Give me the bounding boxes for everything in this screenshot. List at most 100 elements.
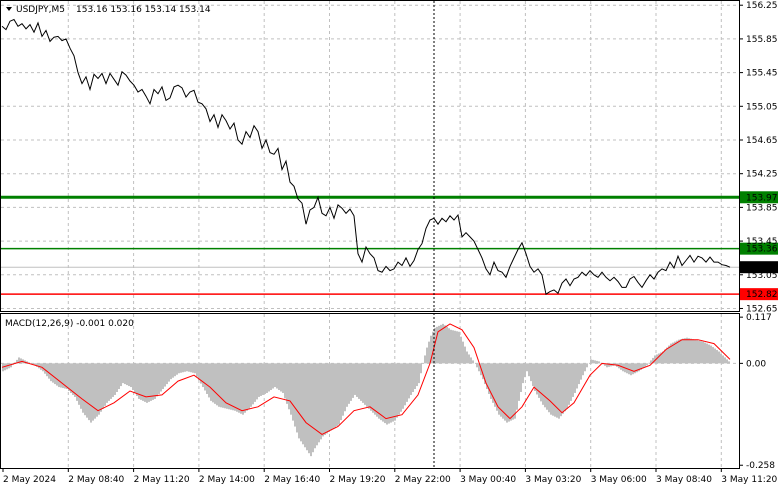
- price-tick-label: 152.65: [746, 304, 778, 314]
- macd-indicator-label: MACD(12,26,9) -0.001 0.020: [5, 319, 134, 329]
- macd-histogram-bar: [564, 363, 566, 412]
- macd-histogram-bar: [314, 363, 316, 449]
- macd-histogram-bar: [228, 363, 230, 410]
- dropdown-triangle-icon[interactable]: [6, 7, 12, 11]
- macd-histogram-bar: [230, 363, 232, 410]
- time-tick-label: 3 May 00:40: [460, 475, 516, 485]
- macd-histogram-bar: [354, 363, 356, 395]
- macd-histogram-bar: [546, 363, 548, 410]
- macd-histogram-bar: [326, 363, 328, 434]
- macd-histogram-bar: [692, 339, 694, 364]
- macd-histogram-bar: [572, 363, 574, 397]
- macd-histogram-bar: [150, 363, 152, 401]
- macd-histogram-bar: [682, 338, 684, 364]
- macd-histogram-bar: [132, 363, 134, 391]
- macd-histogram-bar: [140, 363, 142, 400]
- macd-histogram-bar: [28, 362, 30, 364]
- macd-histogram-bar: [280, 363, 282, 392]
- macd-histogram-bar: [336, 363, 338, 427]
- macd-histogram-bar: [478, 363, 480, 372]
- macd-histogram-bar: [690, 338, 692, 364]
- macd-histogram-bar: [642, 363, 644, 369]
- macd-histogram-bar: [272, 363, 274, 389]
- macd-histogram-bar: [716, 350, 718, 364]
- macd-histogram-bar: [714, 348, 716, 364]
- macd-histogram-bar: [654, 355, 656, 364]
- macd-histogram-bar: [302, 363, 304, 445]
- macd-histogram-bar: [728, 361, 730, 364]
- macd-histogram-bar: [360, 363, 362, 401]
- macd-histogram-bar: [402, 363, 404, 409]
- macd-histogram-bar: [308, 363, 310, 454]
- macd-histogram-bar: [58, 363, 60, 388]
- macd-histogram-bar: [172, 363, 174, 378]
- macd-tick-label: -0.258: [746, 461, 775, 471]
- macd-histogram-bar: [358, 363, 360, 399]
- macd-histogram-bar: [94, 363, 96, 419]
- macd-histogram-bar: [390, 363, 392, 423]
- time-tick-label: 2 May 16:40: [264, 475, 320, 485]
- macd-histogram-bar: [276, 363, 278, 389]
- macd-histogram-bar: [576, 363, 578, 389]
- macd-histogram-bar: [512, 363, 514, 420]
- price-tick-label: 155.05: [746, 102, 778, 112]
- macd-histogram-bar: [112, 363, 114, 397]
- level-lines[interactable]: 153.97 153.36 152.82 153.14: [1, 191, 778, 301]
- macd-histogram-bar: [670, 343, 672, 364]
- macd-histogram-bar: [192, 363, 194, 373]
- macd-histogram-bar: [100, 363, 102, 412]
- macd-histogram-bar: [696, 340, 698, 364]
- macd-histogram-bar: [282, 363, 284, 393]
- macd-histogram-bar: [396, 363, 398, 418]
- macd-histogram-bar: [8, 363, 10, 369]
- macd-histogram-bar: [704, 342, 706, 364]
- macd-histogram-bar: [394, 363, 396, 421]
- macd-histogram-bar: [318, 363, 320, 443]
- macd-histogram-bar: [262, 363, 264, 395]
- macd-histogram-bar: [524, 363, 526, 378]
- macd-histogram-bar: [688, 338, 690, 364]
- macd-histogram-bar: [148, 363, 150, 402]
- macd-axis: 0.117 0.00 -0.258: [739, 313, 775, 471]
- macd-histogram-bar: [160, 363, 162, 392]
- macd-histogram-bar: [106, 363, 108, 403]
- time-tick-label: 2 May 19:20: [330, 475, 386, 485]
- macd-histogram-bar: [256, 363, 258, 400]
- macd-histogram-bar: [388, 363, 390, 424]
- macd-histogram-bar: [514, 363, 516, 419]
- macd-histogram-bar: [382, 363, 384, 422]
- macd-histogram-bar: [652, 357, 654, 364]
- macd-histogram-bar: [490, 363, 492, 399]
- macd-histogram-bar: [270, 363, 272, 391]
- macd-histogram-bar: [96, 363, 98, 417]
- macd-histogram-bar: [202, 363, 204, 388]
- macd-histogram-bar: [430, 335, 432, 364]
- macd-histogram-bar: [84, 363, 86, 416]
- macd-histogram-bar: [438, 325, 440, 364]
- macd-histogram-bar: [186, 363, 188, 372]
- macd-histogram-bar: [548, 363, 550, 413]
- macd-histogram-bar: [290, 363, 292, 415]
- macd-histogram-bar: [380, 363, 382, 421]
- macd-histogram-bar: [88, 363, 90, 421]
- macd-histogram-bar: [510, 363, 512, 421]
- price-tick-label: 156.25: [746, 1, 778, 11]
- macd-histogram-bar: [570, 363, 572, 401]
- macd-histogram-bar: [312, 363, 314, 453]
- macd-histogram-bar: [496, 363, 498, 411]
- macd-histogram-bar: [48, 363, 50, 379]
- macd-histogram-bar: [502, 363, 504, 419]
- macd-histogram-bar: [424, 355, 426, 364]
- macd-histogram-bar: [178, 363, 180, 374]
- macd-histogram-bar: [78, 363, 80, 405]
- macd-histogram-bar: [710, 345, 712, 364]
- macd-histogram-bar: [376, 363, 378, 417]
- macd-histogram-bar: [86, 363, 88, 418]
- macd-histogram-bar: [364, 363, 366, 405]
- macd-histogram-bar: [530, 363, 532, 382]
- macd-histogram-bar: [468, 354, 470, 364]
- macd-histogram-bar: [200, 363, 202, 384]
- macd-histogram-bar: [466, 351, 468, 364]
- macd-histogram-bar: [18, 357, 20, 364]
